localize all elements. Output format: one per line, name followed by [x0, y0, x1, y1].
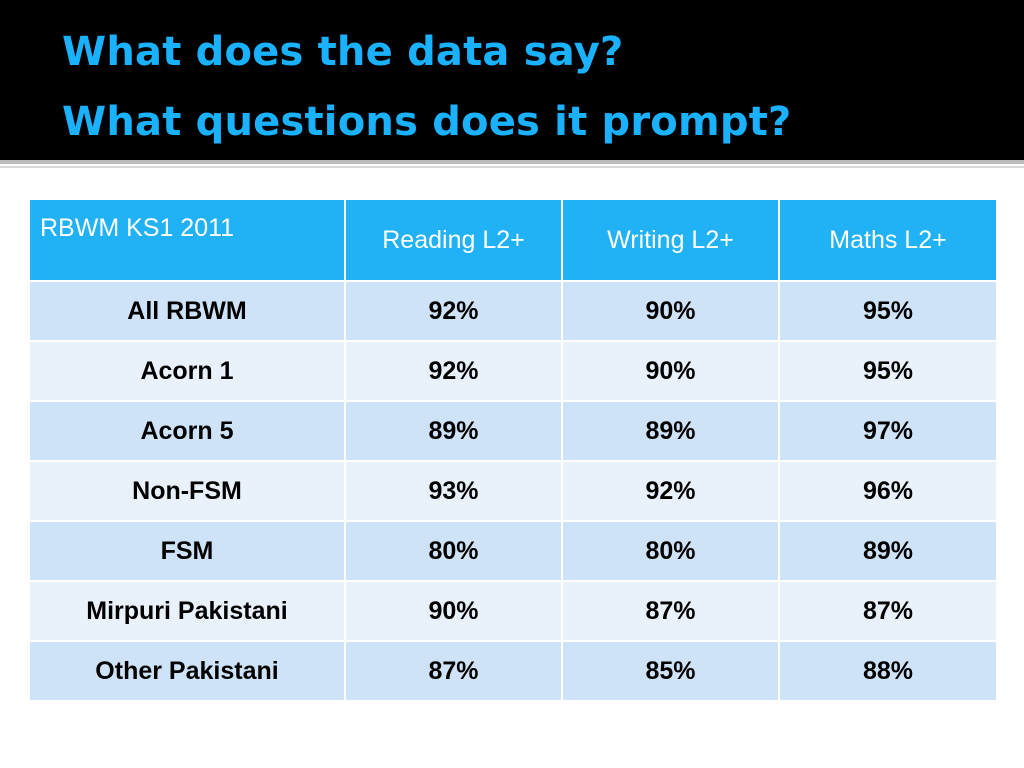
writing-value: 89% [561, 400, 780, 462]
table-row: Other Pakistani 87% 85% 88% [28, 640, 998, 702]
maths-value: 87% [778, 580, 998, 642]
maths-value: 95% [778, 280, 998, 342]
row-label: All RBWM [28, 280, 346, 342]
writing-value: 90% [561, 280, 780, 342]
table-row: Mirpuri Pakistani 90% 87% 87% [28, 580, 998, 642]
reading-value: 92% [344, 280, 563, 342]
row-label: Mirpuri Pakistani [28, 580, 346, 642]
writing-value: 90% [561, 340, 780, 402]
row-label: Other Pakistani [28, 640, 346, 702]
maths-value: 89% [778, 520, 998, 582]
row-label: Non-FSM [28, 460, 346, 522]
table-row: All RBWM 92% 90% 95% [28, 280, 998, 342]
reading-value: 92% [344, 340, 563, 402]
row-label: FSM [28, 520, 346, 582]
header-cell-reading: Reading L2+ [344, 198, 563, 282]
table-row: Acorn 5 89% 89% 97% [28, 400, 998, 462]
maths-value: 95% [778, 340, 998, 402]
reading-value: 87% [344, 640, 563, 702]
table-header-row: RBWM KS1 2011 Reading L2+ Writing L2+ Ma… [28, 198, 998, 282]
reading-value: 89% [344, 400, 563, 462]
title-divider-thin [0, 166, 1024, 168]
header-cell-maths: Maths L2+ [778, 198, 998, 282]
title-band: What does the data say? What questions d… [0, 0, 1024, 160]
table-row: Non-FSM 93% 92% 96% [28, 460, 998, 522]
writing-value: 85% [561, 640, 780, 702]
table-row: FSM 80% 80% 89% [28, 520, 998, 582]
maths-value: 88% [778, 640, 998, 702]
reading-value: 93% [344, 460, 563, 522]
slide-title-line-2: What questions does it prompt? [62, 99, 792, 145]
table-row: Acorn 1 92% 90% 95% [28, 340, 998, 402]
maths-value: 97% [778, 400, 998, 462]
reading-value: 90% [344, 580, 563, 642]
row-label: Acorn 1 [28, 340, 346, 402]
reading-value: 80% [344, 520, 563, 582]
header-cell-group: RBWM KS1 2011 [28, 198, 346, 282]
writing-value: 92% [561, 460, 780, 522]
title-divider-thick [0, 160, 1024, 164]
slide-title-line-1: What does the data say? [62, 29, 624, 75]
row-label: Acorn 5 [28, 400, 346, 462]
writing-value: 87% [561, 580, 780, 642]
writing-value: 80% [561, 520, 780, 582]
maths-value: 96% [778, 460, 998, 522]
header-cell-writing: Writing L2+ [561, 198, 780, 282]
results-table: RBWM KS1 2011 Reading L2+ Writing L2+ Ma… [28, 198, 998, 702]
